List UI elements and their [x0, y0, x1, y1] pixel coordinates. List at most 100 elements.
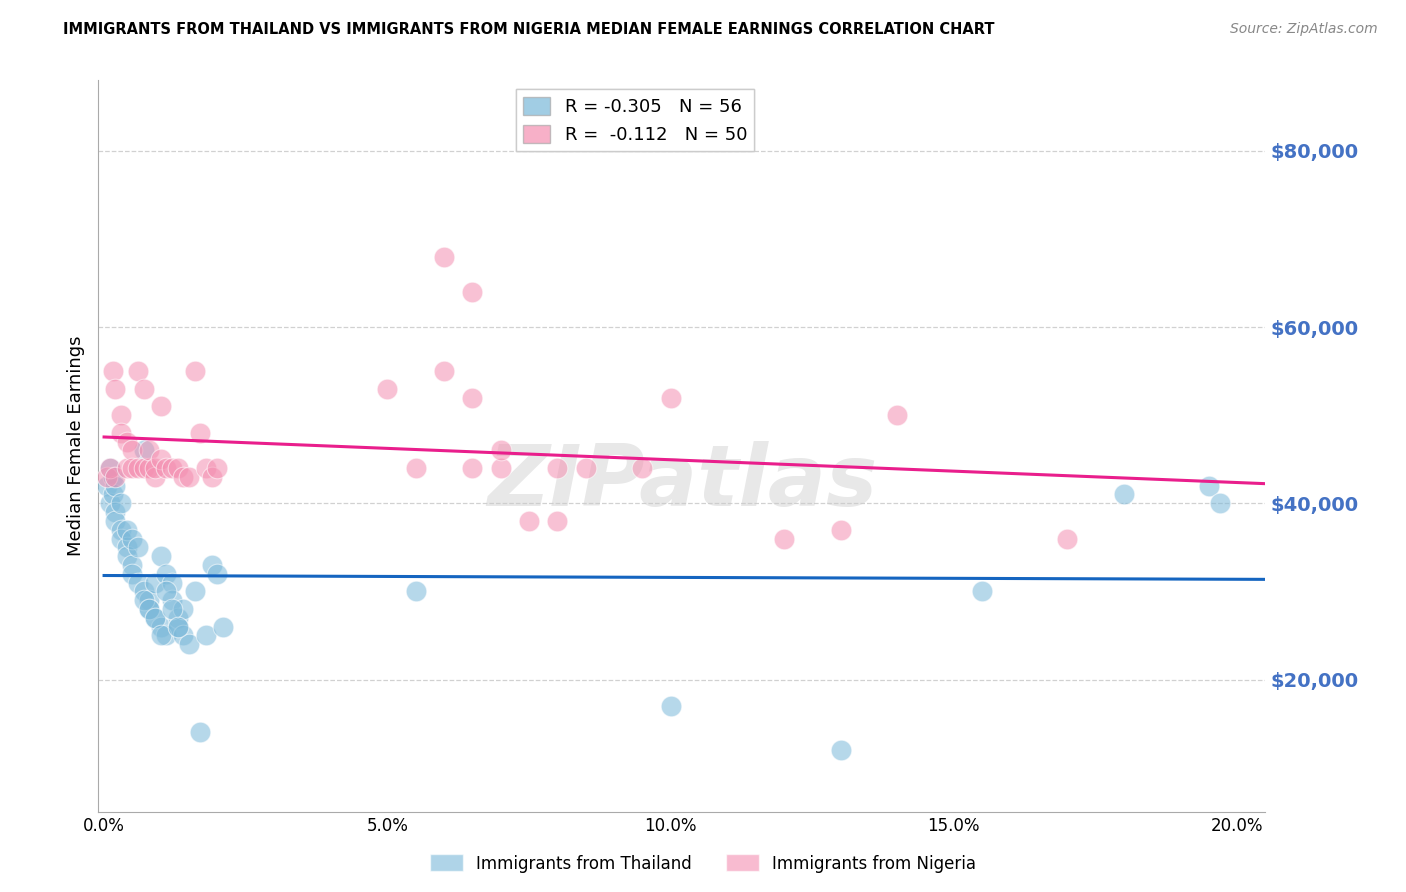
Point: [155, 628, 177, 642]
Point: [104, 514, 127, 528]
Legend: R = -0.305   N = 56, R =  -0.112   N = 50: R = -0.305 N = 56, R = -0.112 N = 50: [516, 89, 755, 152]
Point: [177, 470, 200, 484]
Point: [207, 566, 229, 581]
Point: [1056, 532, 1078, 546]
Point: [132, 584, 155, 599]
Point: [659, 391, 682, 405]
Point: [201, 558, 224, 572]
Point: [461, 285, 484, 299]
Point: [98, 461, 121, 475]
Point: [127, 541, 149, 555]
Point: [546, 514, 568, 528]
Point: [132, 382, 155, 396]
Point: [143, 575, 166, 590]
Point: [98, 496, 121, 510]
Point: [149, 628, 172, 642]
Point: [160, 593, 183, 607]
Point: [155, 566, 177, 581]
Point: [132, 461, 155, 475]
Point: [121, 443, 143, 458]
Point: [659, 698, 682, 713]
Point: [166, 620, 188, 634]
Point: [143, 461, 166, 475]
Point: [121, 532, 143, 546]
Point: [143, 470, 166, 484]
Point: [98, 461, 121, 475]
Text: ZIPatlas: ZIPatlas: [486, 441, 877, 524]
Point: [101, 470, 124, 484]
Point: [115, 549, 138, 563]
Point: [405, 584, 427, 599]
Point: [172, 602, 194, 616]
Point: [830, 743, 852, 757]
Text: Source: ZipAtlas.com: Source: ZipAtlas.com: [1230, 22, 1378, 37]
Point: [155, 584, 177, 599]
Point: [115, 541, 138, 555]
Point: [160, 461, 183, 475]
Point: [517, 514, 540, 528]
Point: [190, 425, 212, 440]
Point: [201, 470, 224, 484]
Point: [166, 461, 188, 475]
Point: [96, 470, 118, 484]
Point: [101, 364, 124, 378]
Point: [172, 628, 194, 642]
Point: [121, 461, 143, 475]
Point: [160, 575, 183, 590]
Point: [110, 532, 132, 546]
Point: [177, 637, 200, 651]
Point: [183, 364, 205, 378]
Point: [115, 523, 138, 537]
Point: [1209, 496, 1232, 510]
Point: [115, 461, 138, 475]
Point: [104, 382, 127, 396]
Point: [104, 478, 127, 492]
Point: [546, 461, 568, 475]
Point: [132, 443, 155, 458]
Point: [149, 549, 172, 563]
Point: [461, 461, 484, 475]
Text: IMMIGRANTS FROM THAILAND VS IMMIGRANTS FROM NIGERIA MEDIAN FEMALE EARNINGS CORRE: IMMIGRANTS FROM THAILAND VS IMMIGRANTS F…: [63, 22, 995, 37]
Point: [127, 461, 149, 475]
Point: [1112, 487, 1135, 501]
Point: [631, 461, 654, 475]
Point: [166, 620, 188, 634]
Point: [104, 505, 127, 519]
Point: [405, 461, 427, 475]
Point: [104, 470, 127, 484]
Point: [190, 725, 212, 739]
Point: [138, 602, 160, 616]
Point: [132, 593, 155, 607]
Point: [830, 523, 852, 537]
Point: [183, 584, 205, 599]
Legend: Immigrants from Thailand, Immigrants from Nigeria: Immigrants from Thailand, Immigrants fro…: [423, 847, 983, 880]
Point: [149, 400, 172, 414]
Point: [489, 443, 512, 458]
Point: [143, 611, 166, 625]
Point: [172, 470, 194, 484]
Point: [121, 566, 143, 581]
Point: [127, 364, 149, 378]
Point: [115, 434, 138, 449]
Point: [972, 584, 994, 599]
Point: [110, 408, 132, 422]
Point: [138, 602, 160, 616]
Point: [110, 496, 132, 510]
Point: [160, 602, 183, 616]
Point: [138, 443, 160, 458]
Point: [195, 461, 218, 475]
Point: [138, 593, 160, 607]
Point: [375, 382, 398, 396]
Point: [143, 611, 166, 625]
Point: [96, 478, 118, 492]
Point: [195, 628, 218, 642]
Point: [433, 364, 456, 378]
Point: [433, 250, 456, 264]
Point: [489, 461, 512, 475]
Point: [886, 408, 908, 422]
Point: [166, 611, 188, 625]
Point: [461, 391, 484, 405]
Point: [110, 523, 132, 537]
Point: [155, 461, 177, 475]
Point: [212, 620, 235, 634]
